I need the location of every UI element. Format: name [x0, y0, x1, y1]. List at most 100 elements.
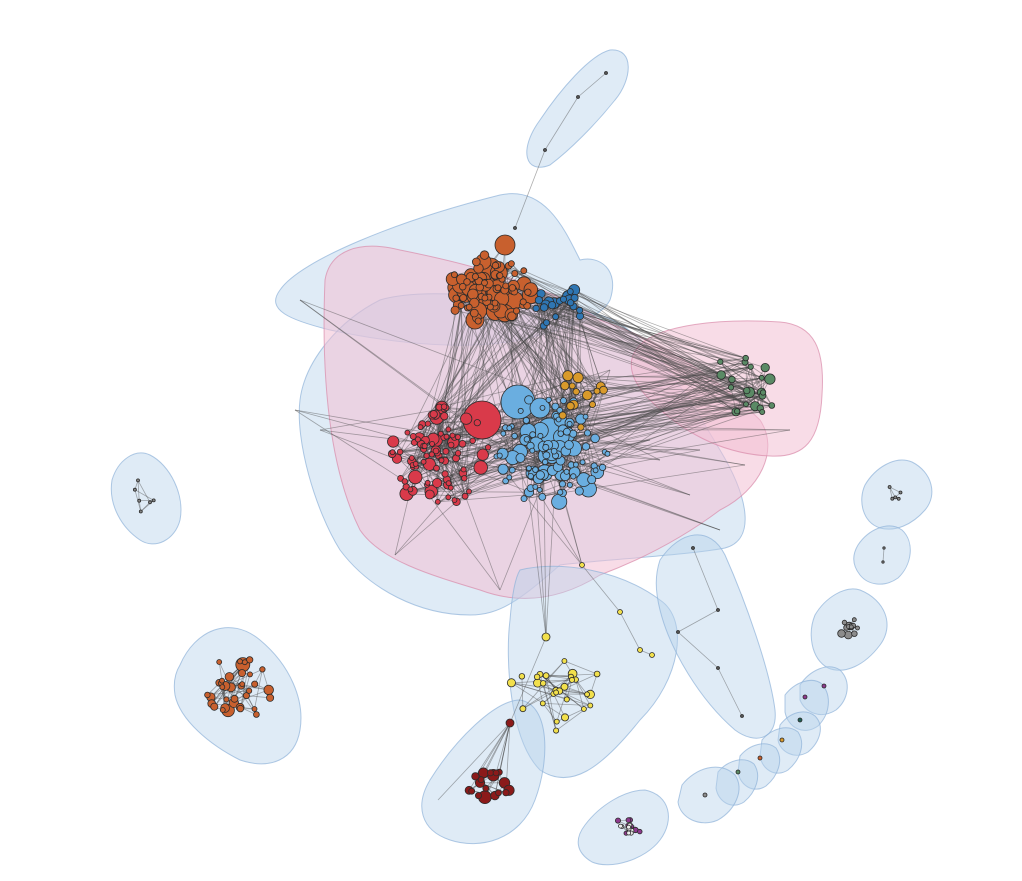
edge-right-component-1: [889, 486, 893, 499]
node-yellow-branch: [649, 652, 655, 658]
node-light-blue: [598, 463, 607, 471]
node-isolate-teal: [797, 717, 803, 723]
edge-core: [476, 317, 746, 363]
node-white: [618, 823, 623, 829]
node-light-blue: [536, 486, 543, 493]
node-yellow: [553, 718, 560, 725]
node-red: [414, 436, 421, 443]
edge-core: [578, 377, 738, 412]
edge-core: [434, 297, 575, 442]
edge-light-blue: [563, 400, 574, 434]
edge-red: [435, 440, 470, 492]
node-red: [451, 497, 458, 504]
node-orange-left: [266, 693, 275, 702]
node-dark-red: [502, 789, 510, 797]
node-light-blue: [541, 458, 549, 466]
node-left-component: [138, 509, 143, 514]
edge-red: [443, 408, 466, 497]
node-yellow: [540, 680, 547, 687]
edge-core: [444, 392, 750, 475]
node-isolate-purple: [821, 683, 827, 689]
edge-core: [440, 291, 571, 434]
edge-core: [445, 286, 464, 452]
edge-dark-red: [495, 722, 511, 774]
node-dark-blue: [532, 304, 540, 312]
edge-core: [580, 392, 750, 428]
node-orange-left: [204, 691, 211, 699]
edge-dark-red: [498, 722, 511, 773]
edge-core: [435, 305, 462, 452]
edge-green: [720, 361, 762, 393]
node-orange-top: [469, 308, 479, 318]
node-light-blue: [581, 442, 591, 451]
edge-core: [560, 377, 762, 421]
node-isolate-gold: [779, 737, 785, 743]
node-red: [473, 460, 488, 475]
node-dark-red: [474, 792, 482, 800]
node-red: [437, 430, 444, 437]
edge-core: [580, 392, 750, 428]
node-red: [408, 469, 423, 485]
node-gold: [589, 400, 597, 408]
node-orange-top: [481, 279, 488, 287]
node-yellow: [533, 673, 541, 681]
node-red: [412, 460, 419, 467]
edge-periphery: [394, 501, 457, 556]
edge-top-branch: [544, 96, 579, 151]
node-dark-red: [468, 787, 476, 795]
edge-core: [413, 403, 747, 468]
edge-core: [522, 304, 581, 317]
node-orange-left: [219, 707, 226, 713]
node-gold: [599, 385, 608, 395]
node-red: [428, 451, 435, 458]
edge-core: [412, 392, 750, 492]
node-orange-top: [502, 282, 510, 290]
node-light-blue: [563, 427, 571, 436]
node-purple: [637, 828, 643, 835]
edge-core: [434, 391, 577, 442]
node-orange-left: [246, 687, 253, 694]
node-red: [454, 434, 461, 441]
node-light-blue: [545, 396, 552, 403]
edge-core: [420, 310, 502, 428]
edge-dark-red: [494, 722, 511, 796]
node-dark-red: [477, 776, 485, 783]
node-light-blue: [506, 425, 513, 432]
edge-core: [425, 306, 574, 441]
edge-yellow: [575, 679, 591, 706]
edge-light-blue: [562, 453, 608, 485]
edge-dark-blue: [546, 309, 580, 323]
node-yellow: [561, 658, 568, 664]
node-orange-left: [253, 711, 260, 718]
edge-core: [579, 316, 582, 428]
edge-yellow: [511, 682, 566, 718]
edge-dark-blue: [544, 307, 581, 317]
edge-core: [486, 301, 722, 376]
node-green: [747, 363, 754, 370]
node-light-blue: [582, 413, 589, 420]
node-orange-top: [524, 288, 532, 296]
node-yellow: [539, 700, 546, 707]
node-orange-left: [241, 659, 248, 666]
node-top-branch: [604, 71, 608, 75]
edge-core: [578, 377, 732, 388]
edge-red: [450, 444, 466, 497]
edge-red: [392, 441, 452, 489]
edge-right-branch: [692, 547, 719, 611]
node-light-blue: [527, 473, 534, 480]
edge-red: [437, 440, 474, 502]
node-light-blue: [538, 492, 547, 501]
node-yellow: [593, 670, 601, 678]
node-yellow: [560, 682, 569, 691]
edge-green: [744, 362, 761, 409]
node-light-blue: [542, 443, 550, 451]
edge-core: [439, 375, 568, 408]
node-right-branch: [716, 608, 720, 612]
node-purple: [625, 817, 632, 823]
edge-core: [559, 300, 761, 409]
node-light-blue: [523, 436, 531, 443]
node-red: [432, 447, 440, 455]
node-right-component-2: [882, 546, 886, 550]
node-gray: [848, 624, 854, 630]
